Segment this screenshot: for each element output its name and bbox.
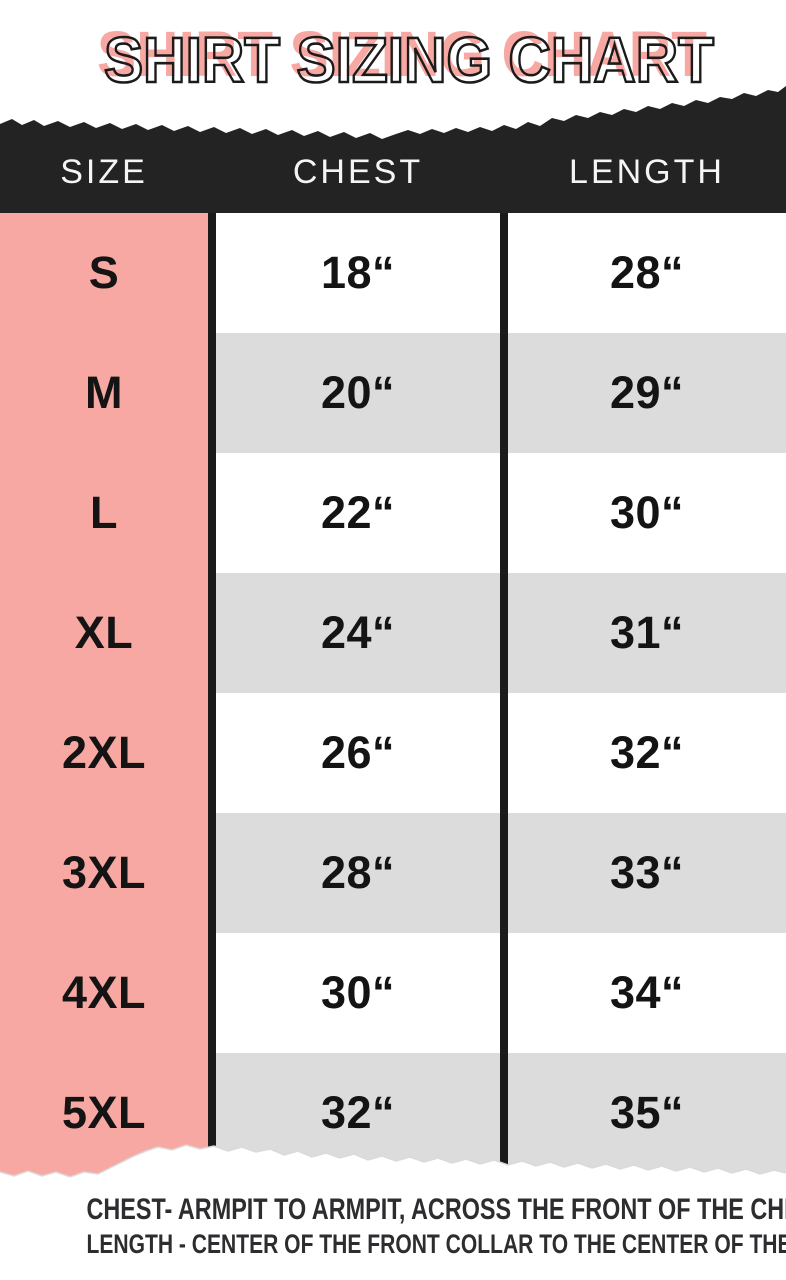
table-row: S 18“ 28“ <box>0 213 786 333</box>
column-divider <box>208 213 216 1190</box>
size-cell: 4XL <box>61 967 147 1018</box>
table-row: M 20“ 29“ <box>0 333 786 453</box>
chest-cell: 20“ <box>320 367 396 418</box>
size-cell: 5XL <box>61 1087 147 1138</box>
column-header-size: SIZE <box>60 152 148 191</box>
length-cell: 35“ <box>609 1087 685 1138</box>
size-cell: L <box>90 487 118 538</box>
table-row: 2XL 26“ 32“ <box>0 693 786 813</box>
size-cell: XL <box>74 607 134 658</box>
table-row: 3XL 28“ 33“ <box>0 813 786 933</box>
row-stripe <box>208 813 786 933</box>
chest-cell: 22“ <box>320 487 396 538</box>
length-cell: 34“ <box>609 967 685 1018</box>
table-row: XL 24“ 31“ <box>0 573 786 693</box>
torn-paper-bottom-edge <box>0 1144 786 1190</box>
size-cell: 3XL <box>61 847 147 898</box>
torn-paper-header-band <box>0 86 786 213</box>
title-pink-text: SHIRT SIZING CHART <box>97 18 707 90</box>
column-divider <box>500 213 508 1190</box>
size-cell: 2XL <box>61 727 147 778</box>
measurement-notes: CHEST- ARMPIT TO ARMPIT, ACROSS THE FRON… <box>0 1193 786 1260</box>
size-cell: M <box>85 367 123 418</box>
length-cell: 33“ <box>609 847 685 898</box>
length-cell: 28“ <box>609 247 685 298</box>
chest-cell: 32“ <box>320 1087 396 1138</box>
chest-cell: 18“ <box>320 247 396 298</box>
row-stripe <box>208 333 786 453</box>
size-cell: S <box>88 247 120 298</box>
chest-cell: 28“ <box>320 847 396 898</box>
length-cell: 30“ <box>609 487 685 538</box>
size-column-background <box>0 213 208 1190</box>
length-cell: 32“ <box>609 727 685 778</box>
table-row: L 22“ 30“ <box>0 453 786 573</box>
chest-measurement-note: CHEST- ARMPIT TO ARMPIT, ACROSS THE FRON… <box>86 1193 786 1226</box>
chest-cell: 26“ <box>320 727 396 778</box>
row-stripe <box>208 573 786 693</box>
chest-cell: 30“ <box>320 967 396 1018</box>
length-measurement-note: LENGTH - CENTER OF THE FRONT COLLAR TO T… <box>86 1228 786 1259</box>
table-row: 5XL 32“ 35“ <box>0 1053 786 1173</box>
torn-edge-bottom-shape <box>0 1145 786 1190</box>
column-header-length: LENGTH <box>569 152 725 191</box>
length-cell: 31“ <box>609 607 685 658</box>
torn-edge-top-shape <box>0 86 786 213</box>
torn-edge-highlight <box>0 1144 786 1178</box>
column-header-chest: CHEST <box>292 152 424 191</box>
length-cell: 29“ <box>609 367 685 418</box>
page-title: SHIRT SIZING CHART SHIRT SIZING CHART <box>97 18 715 97</box>
table-row: 4XL 30“ 34“ <box>0 933 786 1053</box>
chest-cell: 24“ <box>320 607 396 658</box>
title-outline-text: SHIRT SIZING CHART <box>104 24 714 96</box>
